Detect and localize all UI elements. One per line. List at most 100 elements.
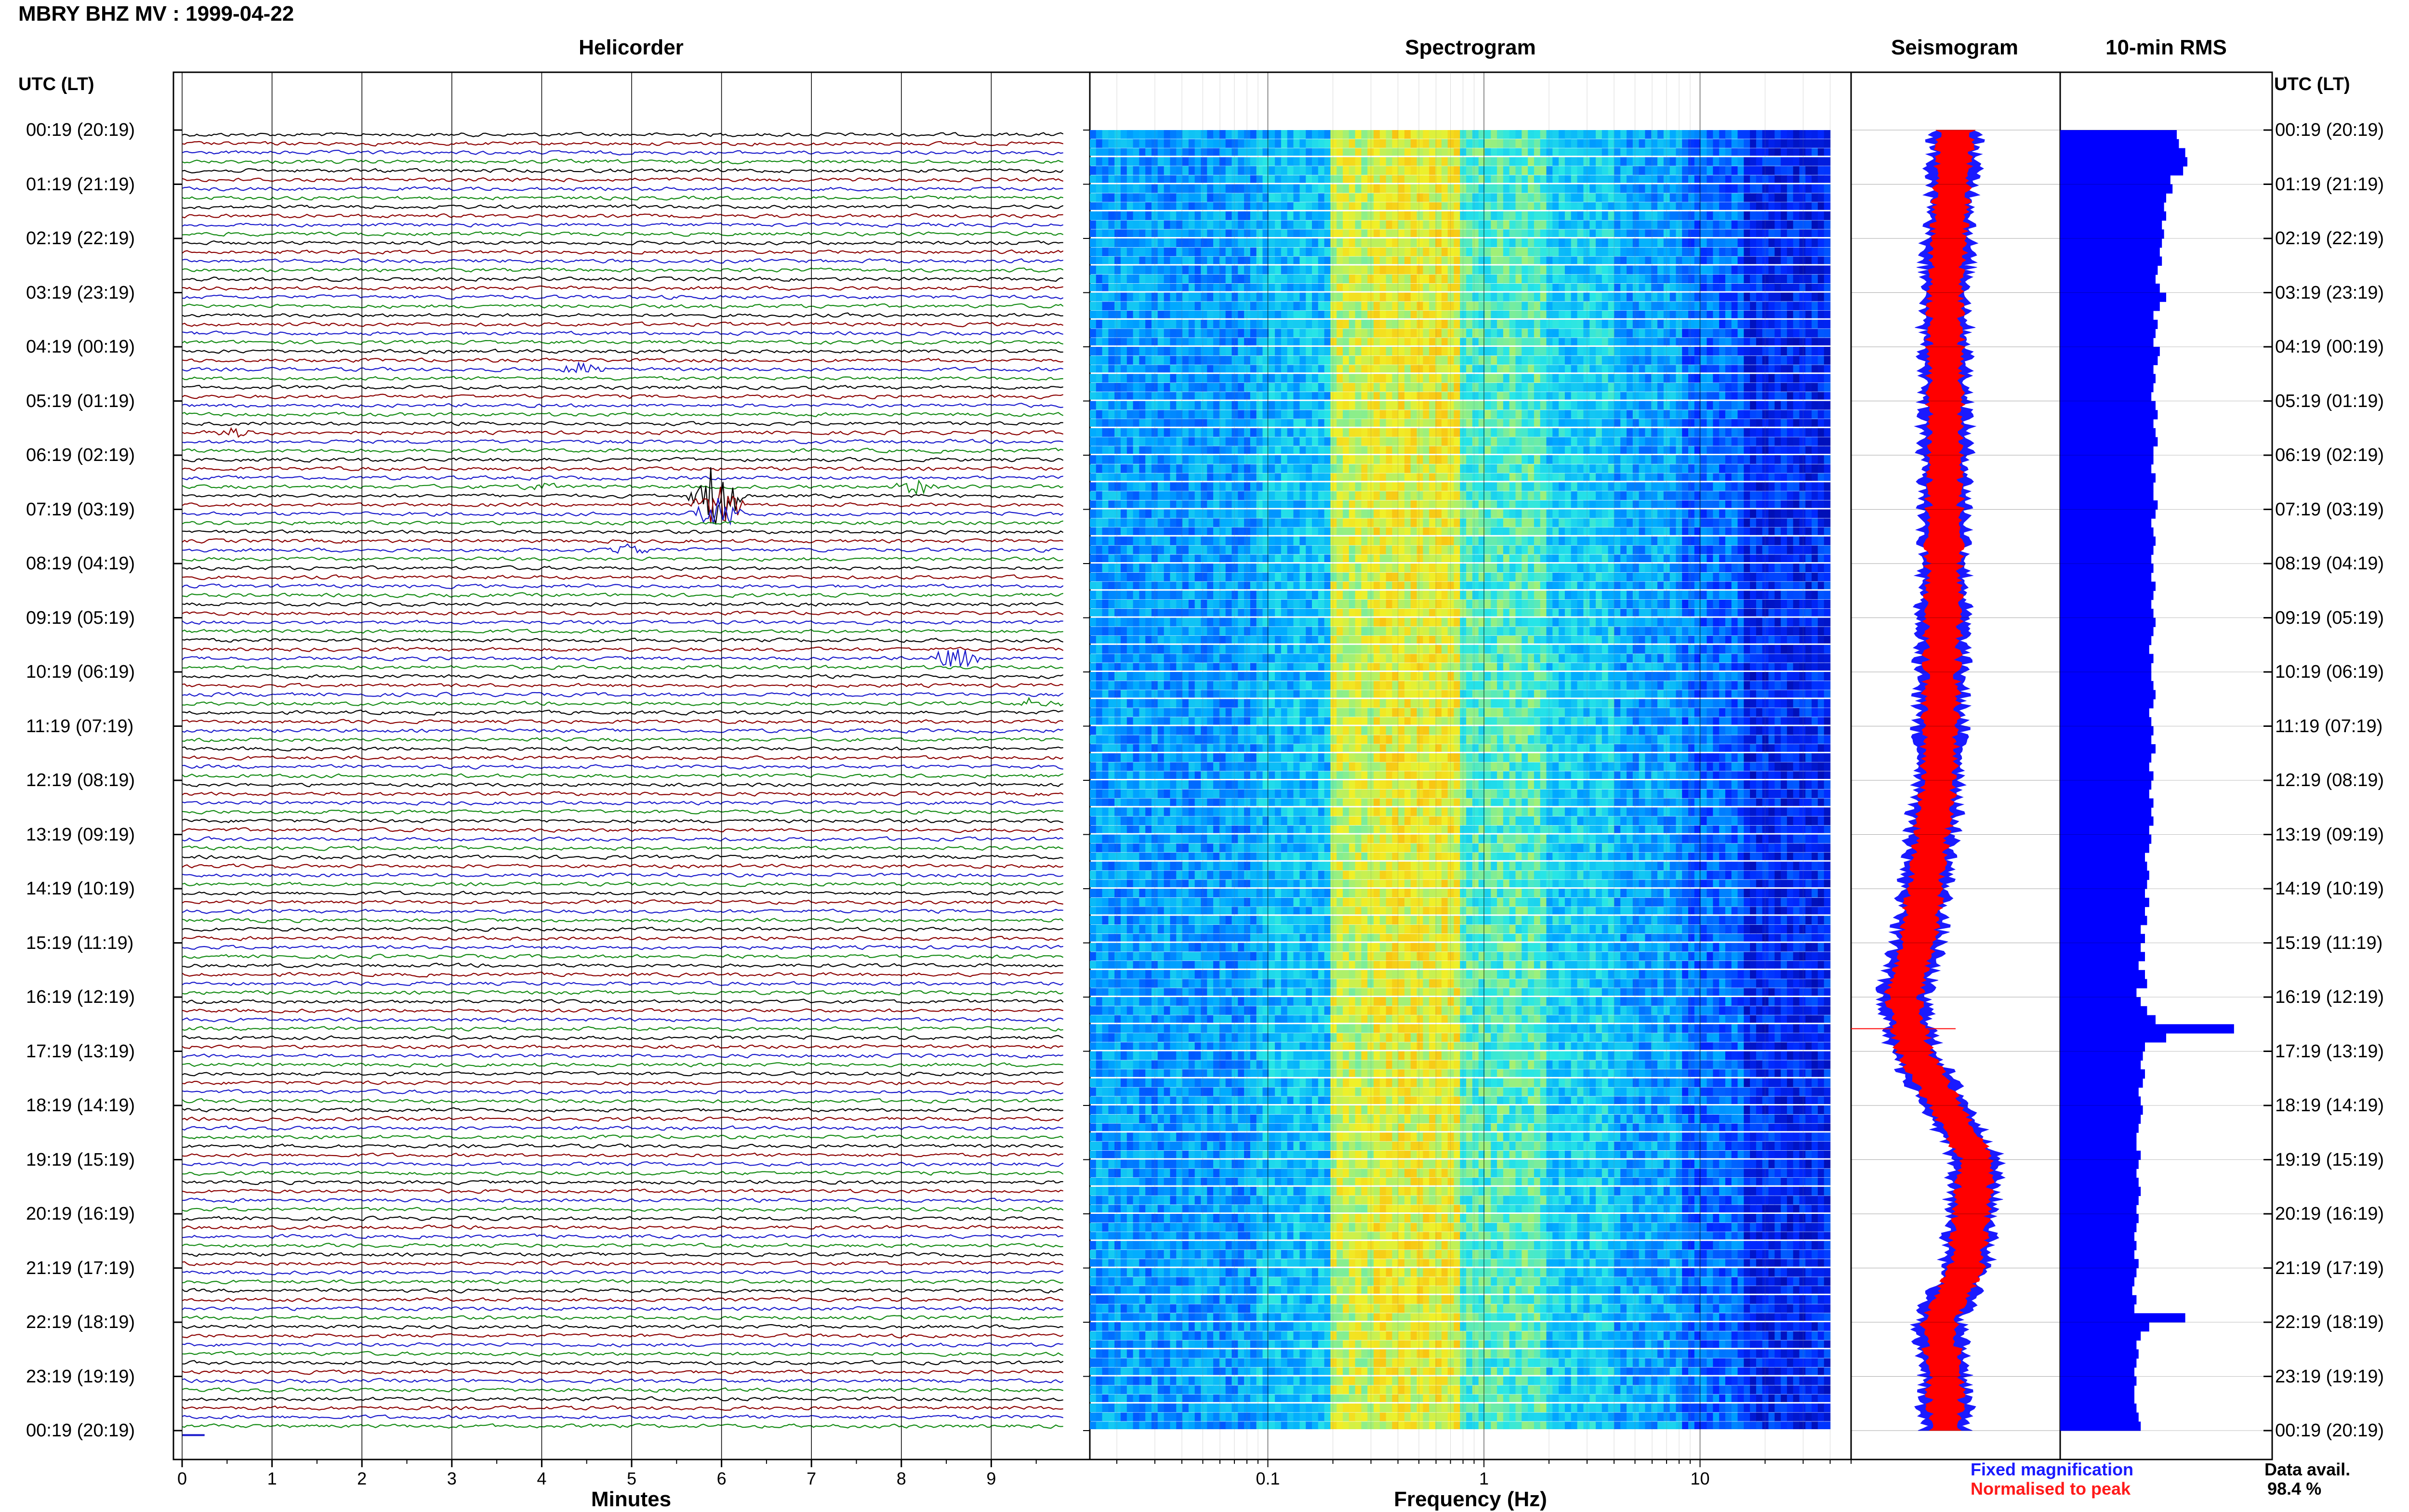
spectrogram-cell bbox=[1738, 175, 1745, 183]
spectrogram-cell bbox=[1195, 148, 1202, 156]
spectrogram-cell bbox=[1583, 130, 1590, 139]
spectrogram-cell bbox=[1392, 193, 1399, 202]
spectrogram-cell bbox=[1719, 175, 1726, 183]
spectrogram-cell bbox=[1516, 193, 1522, 202]
helicorder-trace bbox=[182, 1333, 1063, 1338]
spectrogram-cell bbox=[1670, 130, 1677, 139]
spectrogram-cell bbox=[1800, 148, 1806, 156]
spectrogram-cell bbox=[1787, 148, 1794, 156]
spectrogram-cell bbox=[1386, 193, 1393, 202]
helicorder-trace bbox=[182, 467, 1063, 471]
spectrogram-cell bbox=[1312, 202, 1319, 210]
spectrogram-cell bbox=[1404, 130, 1411, 139]
spectrogram-cell bbox=[1164, 211, 1171, 220]
spectrogram-cell bbox=[1800, 166, 1806, 175]
spectrogram-cell bbox=[1226, 148, 1232, 156]
spectrogram-cell bbox=[1102, 202, 1109, 210]
spectrogram-cell bbox=[1108, 148, 1115, 156]
spectrogram-cell bbox=[1577, 175, 1584, 183]
spectrogram-cell bbox=[1404, 184, 1411, 193]
spectrogram-cell bbox=[1627, 193, 1633, 202]
spectrogram-cell bbox=[1386, 202, 1393, 210]
spectrogram-cell bbox=[1114, 139, 1121, 148]
spectrogram-cell bbox=[1139, 139, 1146, 148]
helicorder-trace bbox=[182, 331, 1063, 336]
spectrogram-cell bbox=[1725, 166, 1732, 175]
spectrogram-cell bbox=[1472, 139, 1479, 148]
spectrogram-cell bbox=[1299, 193, 1306, 202]
spectrogram-cell bbox=[1534, 166, 1541, 175]
spectrogram-cell bbox=[1732, 193, 1738, 202]
spectrogram-cell bbox=[1633, 193, 1640, 202]
spectrogram-cell bbox=[1306, 139, 1312, 148]
spectrogram-cell bbox=[1732, 166, 1738, 175]
spectrogram-cell bbox=[1133, 184, 1140, 193]
spectrogram-cell bbox=[1540, 130, 1547, 139]
spectrogram-cell bbox=[1164, 175, 1171, 183]
spectrogram-cell bbox=[1664, 139, 1670, 148]
helicorder-trace bbox=[182, 728, 1063, 733]
spectrogram-cell bbox=[1367, 157, 1374, 166]
spectrogram-cell bbox=[1682, 139, 1689, 148]
spectrogram-cell bbox=[1824, 184, 1831, 193]
spectrogram-cell bbox=[1460, 166, 1467, 175]
spectrogram-cell bbox=[1435, 184, 1442, 193]
spectrogram-cell bbox=[1170, 175, 1177, 183]
spectrogram-cell bbox=[1337, 193, 1343, 202]
spectrogram-cell bbox=[1219, 157, 1226, 166]
spectrogram-cell bbox=[1472, 157, 1479, 166]
spectrogram-cell bbox=[1547, 157, 1553, 166]
spectrogram-cell bbox=[1534, 175, 1541, 183]
spectrogram-cell bbox=[1275, 139, 1282, 148]
spectrogram-cell bbox=[1633, 166, 1640, 175]
spectrogram-cell bbox=[1818, 202, 1825, 210]
spectrogram-cell bbox=[1818, 175, 1825, 183]
spectrogram-cell bbox=[1497, 157, 1504, 166]
spectrogram-cell bbox=[1454, 139, 1461, 148]
spectrogram-cell bbox=[1719, 166, 1726, 175]
spectrogram-cell bbox=[1645, 193, 1652, 202]
spectrogram-cell bbox=[1318, 175, 1325, 183]
spectrogram-cell bbox=[1460, 202, 1467, 210]
spectrogram-cell bbox=[1417, 166, 1424, 175]
spectrogram-cell bbox=[1417, 130, 1424, 139]
helicorder-trace bbox=[182, 223, 1063, 227]
spectrogram-cell bbox=[1620, 166, 1627, 175]
helicorder-trace bbox=[182, 1343, 1063, 1347]
spectrogram-cell bbox=[1460, 193, 1467, 202]
helicorder-x-tick-label: 1 bbox=[267, 1469, 277, 1488]
spectrogram-cell bbox=[1207, 211, 1214, 220]
spectrogram-cell bbox=[1608, 202, 1615, 210]
spectrogram-cell bbox=[1732, 184, 1738, 193]
spectrogram-cell bbox=[1367, 193, 1374, 202]
spectrogram-cell bbox=[1565, 193, 1572, 202]
spectrogram-cell bbox=[1219, 211, 1226, 220]
spectrogram-cell bbox=[1442, 157, 1448, 166]
spectrogram-cell bbox=[1620, 157, 1627, 166]
spectrogram-cell bbox=[1114, 148, 1121, 156]
spectrogram-cell bbox=[1312, 175, 1319, 183]
spectrogram-cell bbox=[1108, 175, 1115, 183]
spectrogram-cell bbox=[1774, 148, 1781, 156]
spectrogram-cell bbox=[1361, 184, 1368, 193]
spectrogram-cell bbox=[1294, 175, 1300, 183]
helicorder-trace bbox=[182, 1180, 1063, 1184]
spectrogram-cell bbox=[1281, 193, 1288, 202]
spectrogram-cell bbox=[1701, 175, 1707, 183]
spectrogram-cell bbox=[1145, 139, 1152, 148]
spectrogram-cell bbox=[1571, 166, 1578, 175]
spectrogram-cell bbox=[1164, 184, 1171, 193]
spectrogram-cell bbox=[1411, 139, 1417, 148]
spectrogram-cell bbox=[1349, 139, 1356, 148]
spectrogram-cell bbox=[1133, 157, 1140, 166]
spectrogram-cell bbox=[1281, 166, 1288, 175]
spectrogram-cell bbox=[1189, 166, 1195, 175]
spectrogram-cell bbox=[1812, 202, 1818, 210]
helicorder-trace bbox=[182, 1388, 1063, 1392]
spectrogram-cell bbox=[1497, 130, 1504, 139]
helicorder-trace bbox=[182, 169, 1063, 173]
helicorder-trace bbox=[182, 1298, 1063, 1302]
spectrogram-cell bbox=[1701, 193, 1707, 202]
spectrogram-cell bbox=[1170, 148, 1177, 156]
spectrogram-cell bbox=[1725, 175, 1732, 183]
